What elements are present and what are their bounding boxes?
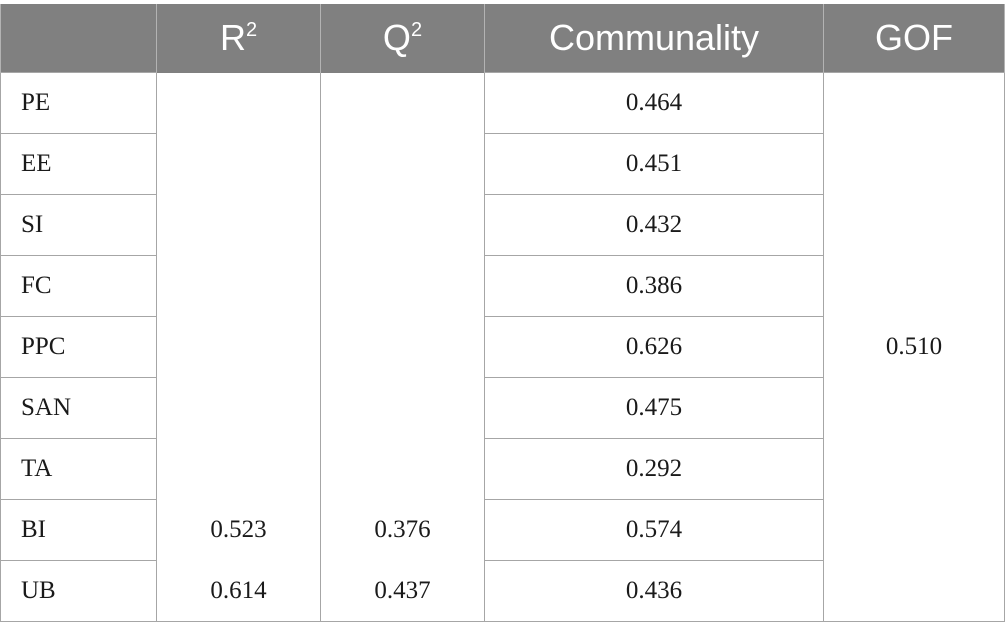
table-row: BI 0.523 0.376 0.574 [0, 499, 1005, 561]
r2-cell: 0.614 [156, 560, 321, 622]
communality-cell: 0.386 [484, 255, 824, 317]
row-label: SI [0, 194, 157, 256]
communality-cell: 0.626 [484, 316, 824, 378]
q2-cell: 0.376 [320, 499, 485, 561]
communality-cell: 0.464 [484, 72, 824, 134]
table-row: SI 0.432 [0, 194, 1005, 256]
r2-empty-cell [156, 72, 321, 500]
table-row: EE 0.451 [0, 133, 1005, 195]
table-row: FC 0.386 [0, 255, 1005, 317]
communality-cell: 0.292 [484, 438, 824, 500]
table-row: PPC 0.626 [0, 316, 1005, 378]
row-label: TA [0, 438, 157, 500]
r2-cell: 0.523 [156, 499, 321, 561]
communality-cell: 0.436 [484, 560, 824, 622]
table-row: TA 0.292 [0, 438, 1005, 500]
communality-cell: 0.432 [484, 194, 824, 256]
header-gof: GOF [823, 4, 1005, 73]
header-q2: Q2 [320, 4, 485, 73]
header-blank [0, 4, 157, 73]
row-label: PPC [0, 316, 157, 378]
header-row: R2 Q2 Communality GOF [0, 4, 1005, 73]
table-row: PE 0.464 0.510 [0, 72, 1005, 622]
table-row: SAN 0.475 [0, 377, 1005, 439]
communality-cell: 0.475 [484, 377, 824, 439]
row-label: EE [0, 133, 157, 195]
gof-cell: 0.510 [823, 72, 1005, 622]
row-label: SAN [0, 377, 157, 439]
results-table: R2 Q2 Communality GOF PE 0.464 0.510 EE … [0, 4, 1005, 622]
row-label: BI [0, 499, 157, 561]
row-label: PE [0, 72, 157, 134]
table-row: UB 0.614 0.437 0.436 [0, 560, 1005, 622]
communality-cell: 0.574 [484, 499, 824, 561]
communality-cell: 0.451 [484, 133, 824, 195]
results-table-container: R2 Q2 Communality GOF PE 0.464 0.510 EE … [0, 4, 1005, 622]
row-label: UB [0, 560, 157, 622]
header-communality: Communality [484, 4, 824, 73]
row-label: FC [0, 255, 157, 317]
q2-cell: 0.437 [320, 560, 485, 622]
q2-empty-cell [320, 72, 485, 500]
header-r2: R2 [156, 4, 321, 73]
